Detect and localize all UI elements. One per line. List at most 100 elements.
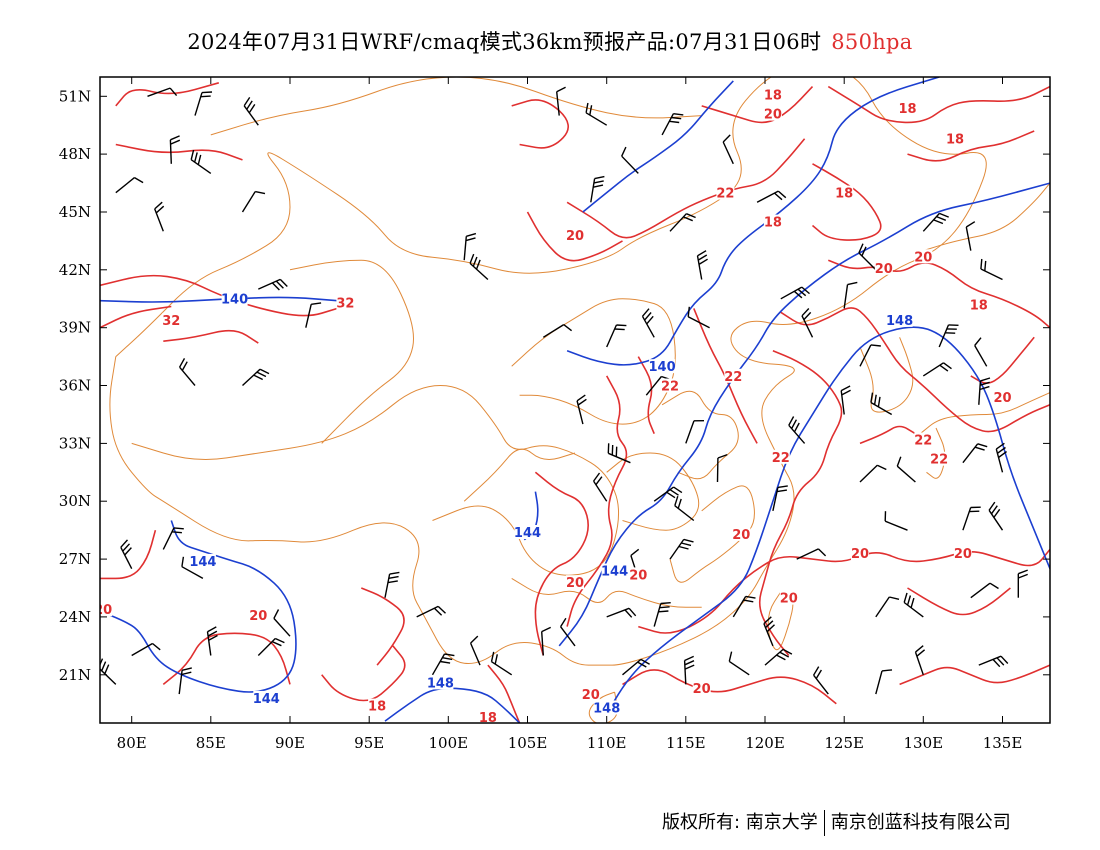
wind-barb <box>674 495 695 522</box>
temperature-label-knockout <box>779 590 798 605</box>
wind-barb <box>988 501 1004 531</box>
wind-barb <box>978 655 1009 668</box>
temperature-label: 20 <box>875 262 893 277</box>
temperature-label-knockout <box>724 368 743 383</box>
wind-barb-flag <box>472 256 478 267</box>
wind-barb-flag <box>201 91 213 94</box>
wind-barb <box>859 344 881 367</box>
wind-barb-staff <box>843 284 849 309</box>
wind-barb-flag <box>621 146 627 157</box>
wind-barb-flag <box>674 495 679 506</box>
wind-barb <box>305 302 322 328</box>
wind-barb-flag <box>996 657 1005 666</box>
temperature-label-knockout <box>946 131 964 146</box>
temperature-contour <box>115 143 243 161</box>
wind-barb-staff <box>875 670 883 695</box>
temperature-label: 20 <box>914 250 932 265</box>
height-label: 148 <box>427 676 454 691</box>
wind-barb-flag <box>207 626 217 633</box>
wind-barb-flag <box>253 374 264 381</box>
wind-barb-flag <box>801 308 810 317</box>
wind-barb-flag <box>389 571 400 575</box>
wind-barb-flag <box>388 575 399 579</box>
wind-barb-flag <box>437 605 446 614</box>
wind-barb-staff <box>556 91 560 116</box>
boundary-line <box>289 259 414 444</box>
wind-barb <box>178 667 192 695</box>
height-label-knockout <box>221 291 248 306</box>
wind-barb-staff <box>131 642 153 657</box>
wind-barb-flag <box>812 666 820 676</box>
temperature-label-knockout <box>763 87 782 102</box>
wind-barb-flag <box>861 246 867 257</box>
wind-barb-staff <box>687 316 710 329</box>
lat-label: 42N <box>59 261 91 279</box>
temperature-contour <box>162 632 291 686</box>
wind-barb-flag <box>683 216 693 222</box>
height-label: 148 <box>886 314 913 329</box>
wind-barb-flag <box>870 344 881 347</box>
wind-barb-flag <box>154 201 163 210</box>
wind-barb <box>687 306 710 329</box>
height-contour <box>566 77 940 366</box>
wind-barb-flag <box>788 416 795 426</box>
lat-label: 39N <box>59 319 91 337</box>
wind-barb <box>541 626 551 656</box>
temperature-contour <box>566 138 806 239</box>
temperature-label: 22 <box>772 451 790 466</box>
wind-barb-staff <box>241 191 256 213</box>
wind-barb-flag <box>466 232 477 237</box>
wind-barb-flag <box>170 139 181 145</box>
wind-barb-flag <box>660 602 671 605</box>
boundary-line <box>606 452 700 531</box>
wind-barb-flag <box>684 664 695 670</box>
wind-barb-flag <box>275 280 284 289</box>
temperature-contour <box>758 350 843 657</box>
wind-barb <box>801 308 814 338</box>
wind-barb-flag <box>743 599 754 603</box>
title-text: 2024年07月31日WRF/cmaq模式36km预报产品:07月31日06时 <box>187 30 822 54</box>
wind-barb <box>722 134 734 165</box>
temperature-label: 20 <box>954 547 972 562</box>
wind-barb <box>241 190 266 213</box>
temperature-label-knockout <box>874 260 893 275</box>
wind-barb-flag <box>173 527 184 530</box>
wind-barb-flag <box>889 596 900 600</box>
lat-label: 51N <box>59 87 91 105</box>
boundary-line <box>859 337 914 413</box>
wind-barb-flag <box>273 609 280 619</box>
wind-barbs <box>100 86 1028 695</box>
wind-barb-flag <box>490 651 495 662</box>
wind-barb-staff <box>621 155 639 174</box>
wind-barb <box>858 243 877 271</box>
wind-barb <box>181 556 204 580</box>
wind-barb-flag <box>996 446 1006 454</box>
wind-barb <box>763 616 775 647</box>
wind-barb <box>840 385 851 415</box>
wind-barb-flag <box>593 472 601 482</box>
wind-barb-staff <box>875 596 890 618</box>
temperature-label: 20 <box>993 391 1011 406</box>
wind-barb-flag <box>630 548 640 557</box>
wind-barb-flag <box>817 548 827 557</box>
temperature-contour <box>100 529 157 580</box>
wind-barb-flag <box>984 260 987 271</box>
wind-barb <box>884 511 908 531</box>
wind-barb <box>162 527 184 550</box>
wind-barb <box>469 253 489 281</box>
wind-barb-flag <box>841 389 851 396</box>
temperature-label: 22 <box>724 370 742 385</box>
geopotential-height-contours <box>100 77 1050 723</box>
temperature-label: 22 <box>716 187 734 202</box>
lon-label: 135E <box>983 734 1023 752</box>
wind-barb <box>131 642 161 657</box>
wind-barb <box>812 666 829 695</box>
lat-label: 30N <box>59 492 91 510</box>
wind-barb <box>622 658 650 676</box>
wind-barb-flag <box>256 371 267 378</box>
map-title: 2024年07月31日WRF/cmaq模式36km预报产品:07月31日06时 8… <box>0 26 1100 56</box>
wind-barb-flag <box>616 324 627 327</box>
contour-labels: 18 20 18 18 22 18 18 20 20 20 32 32 18 22 22 20 22 22 22 20… <box>100 87 1012 723</box>
wind-barb-flag <box>541 626 551 633</box>
wind-barb <box>653 486 683 502</box>
